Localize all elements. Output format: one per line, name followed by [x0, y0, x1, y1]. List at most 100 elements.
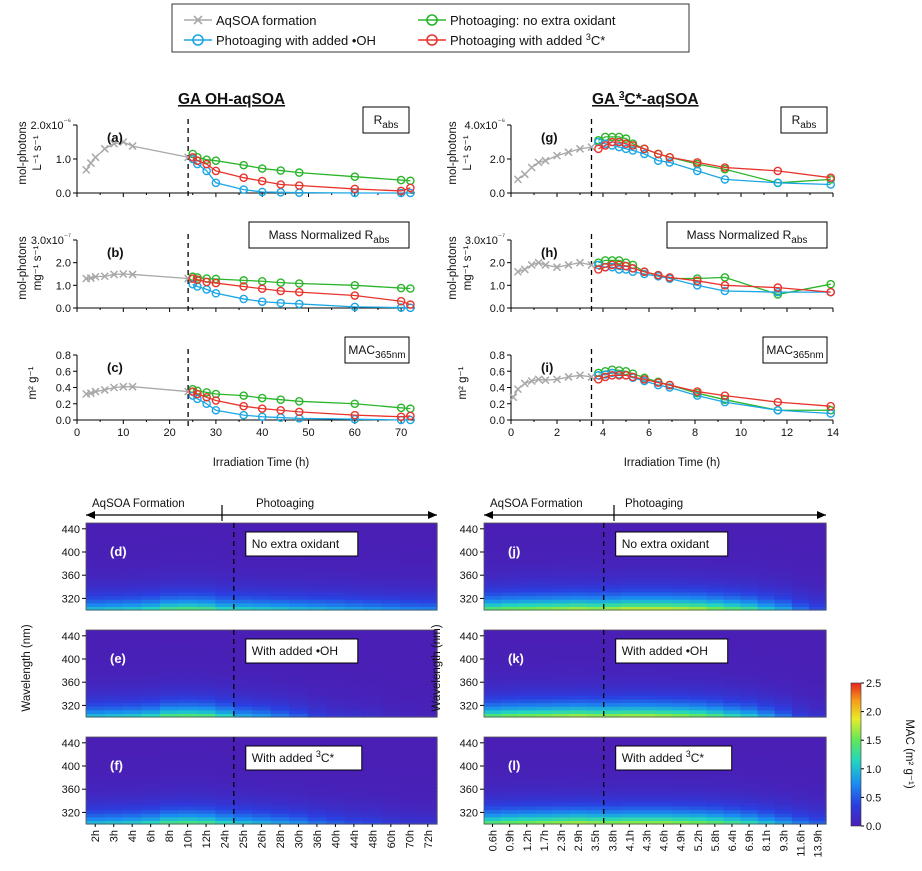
heatmap-cell	[141, 769, 161, 774]
heatmap-cell	[655, 780, 673, 785]
heatmap-cell	[252, 677, 272, 682]
heatmap-cell	[740, 630, 759, 635]
heatmap-cell	[706, 698, 724, 704]
heatmap-cell	[774, 755, 793, 760]
heatmap-cell	[400, 630, 420, 635]
heatmap-cell	[178, 562, 198, 568]
heatmap-cell	[484, 691, 502, 696]
heatmap-cell	[501, 566, 519, 571]
data-point-no-oxidant	[257, 164, 267, 173]
heatmap-cell	[196, 758, 216, 763]
heatmap-cell	[740, 688, 759, 693]
heatmap-cell	[363, 688, 383, 693]
legend-label-aqsoa: AqSOA formation	[216, 13, 316, 28]
heatmap-cell	[552, 780, 571, 785]
heatmap-cell	[484, 791, 502, 796]
heatmap-cell	[637, 591, 656, 597]
colorbar-tick-label: 2.0	[866, 707, 881, 719]
heatmap-cell	[122, 573, 143, 578]
heatmap-cell	[706, 709, 724, 714]
heatmap-cell	[381, 584, 401, 589]
heatmap-cell	[307, 680, 327, 685]
heatmap-cell	[535, 648, 553, 653]
heatmap-cell	[215, 584, 235, 589]
heatmap-cell	[86, 644, 106, 649]
heatmap-cell	[400, 552, 420, 557]
heatmap-cell	[326, 526, 346, 531]
heatmap-cell	[569, 816, 588, 821]
heatmap-cell	[344, 695, 364, 700]
heatmap-cell	[757, 526, 776, 531]
heatmap-cell	[233, 813, 253, 818]
heatmap-cell	[552, 740, 571, 745]
colorbar-gradient	[850, 682, 862, 827]
x-tick-label: 8h	[164, 830, 176, 842]
heatmap-cell	[655, 791, 673, 796]
panel-title: Rabs	[792, 113, 817, 131]
heatmap-cell	[518, 691, 536, 696]
heatmap-cell	[620, 784, 639, 789]
heatmap-cell	[178, 798, 198, 803]
heatmap-cell	[586, 805, 605, 811]
heatmap-cell	[381, 787, 401, 792]
heatmap-cell	[723, 537, 742, 542]
heatmap-cell	[569, 805, 588, 811]
heatmap-cell	[122, 544, 143, 549]
ylabel-i: m² g⁻¹	[457, 366, 469, 399]
heatmap-cell	[808, 566, 827, 571]
heatmap-cell	[344, 595, 364, 600]
heatmap-cell	[706, 702, 724, 707]
heatmap-cell	[363, 805, 383, 811]
heatmap-cell	[603, 787, 622, 792]
heatmap-cell	[603, 766, 622, 771]
heatmap-cell	[418, 702, 438, 707]
heatmap-cell	[141, 602, 161, 607]
y-tick-label: 400	[460, 547, 478, 559]
heatmap-cell	[723, 633, 742, 638]
heatmap-cell	[501, 523, 519, 528]
heatmap-cell	[86, 606, 106, 611]
heatmap-cell	[104, 595, 124, 600]
heatmap-cell	[141, 698, 161, 704]
heatmap-cell	[757, 651, 776, 656]
heatmap-cell	[723, 666, 742, 671]
heatmap-cell	[603, 595, 622, 600]
heatmap-cell	[569, 630, 588, 635]
heatmap-cell	[381, 706, 401, 711]
heatmap-cell	[518, 562, 536, 568]
heatmap-cell	[535, 691, 553, 696]
heatmap-cell	[672, 591, 690, 597]
heatmap-cell	[289, 740, 309, 745]
heatmap-cell	[484, 737, 502, 742]
data-point-3c	[257, 284, 267, 294]
heatmap-cell	[233, 640, 253, 646]
heatmap-cell	[535, 577, 553, 582]
data-point-3c	[773, 283, 783, 292]
heatmap-cell	[307, 677, 327, 682]
heatmap-cell	[418, 680, 438, 685]
heatmap-cell	[484, 698, 502, 704]
heatmap-cell	[518, 816, 536, 821]
heatmap-cell	[655, 805, 673, 811]
heatmap-cell	[363, 798, 383, 803]
heatmap-cell	[122, 640, 143, 646]
heatmap-cell	[196, 695, 216, 700]
heatmap-cell	[104, 706, 124, 711]
heatmap-cell	[418, 787, 438, 792]
heatmap-cell	[706, 577, 724, 582]
heatmap-cell	[326, 680, 346, 685]
x-tick-label: 6h	[146, 830, 158, 842]
y-tick-label: 320	[460, 807, 478, 819]
heatmap-cell	[418, 606, 438, 611]
heatmap-cell	[637, 526, 656, 531]
heatmap-cell	[603, 577, 622, 582]
heatmap-cell	[603, 537, 622, 542]
heatmap-cell	[501, 744, 519, 749]
heatmap-cell	[603, 813, 622, 818]
heatmap-cell	[178, 588, 198, 593]
heatmap-cell	[569, 602, 588, 607]
heatmap-cell	[723, 780, 742, 785]
heatmap-cell	[637, 684, 656, 689]
heatmap-cell	[178, 573, 198, 578]
